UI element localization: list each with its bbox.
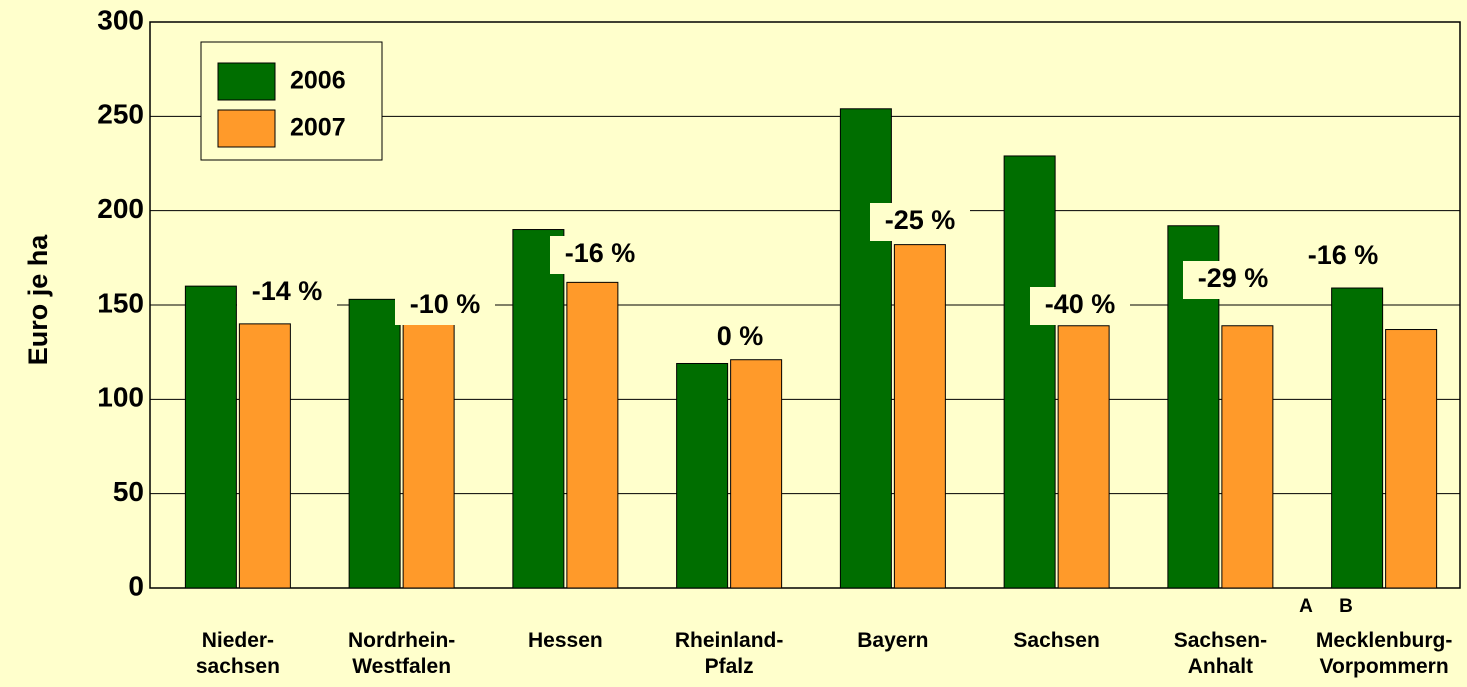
y-tick-label: 0 [128,570,144,601]
x-tick-label: Sachsen- Anhalt [1173,629,1268,678]
bar [893,244,946,589]
x-tick-label: Nordrhein- Westfalen [347,629,456,678]
y-tick-label: 250 [97,99,144,130]
legend-label: 2007 [290,114,346,142]
annotation: -25 % [885,205,956,235]
bar [348,298,401,589]
annotation-bg [870,203,970,241]
legend-swatch [217,109,276,148]
sub-label: A [1299,596,1313,617]
x-tick-label: Sachsen [1013,629,1100,652]
annotation-bg [550,236,650,274]
bar [1221,325,1274,589]
annotation: -40 % [1045,289,1116,319]
bar [184,285,237,589]
annotation-bg [1183,261,1283,299]
annotation: -14 % [252,276,323,306]
annotation-bg [1293,238,1393,276]
bar [1385,329,1438,589]
bar [402,323,455,589]
annotation: -10 % [410,289,481,319]
annotation-bg [690,319,790,357]
annotation-bg [237,274,337,312]
annotation-bg [1030,287,1130,325]
y-axis-label: Euro je ha [23,234,53,366]
y-tick-label: 150 [97,287,144,318]
bar [1331,287,1384,589]
y-tick-label: 200 [97,193,144,224]
x-tick-label: Rheinland- Pfalz [674,629,784,678]
bar [566,281,619,589]
bar [512,229,565,589]
y-tick-label: 50 [113,476,144,507]
annotation: -16 % [1308,240,1379,270]
bar [676,362,729,589]
bar [238,323,291,589]
annotation: -29 % [1198,263,1269,293]
bar [839,108,892,589]
sub-label: B [1339,596,1353,617]
y-tick-label: 300 [97,4,144,35]
y-tick-label: 100 [97,382,144,413]
x-tick-label: Mecklenburg- Vorpommern [1315,629,1453,678]
x-tick-label: Bayern [857,629,929,652]
legend-label: 2006 [290,67,346,95]
legend-swatch [217,62,276,101]
x-tick-label: Hessen [528,629,603,652]
annotation-bg [395,287,495,325]
bar [730,359,783,589]
bar [1003,155,1056,589]
bar [1057,325,1110,589]
annotation: 0 % [717,321,764,351]
annotation: -16 % [565,238,636,268]
x-tick-label: Nieder- sachsen [195,629,280,678]
